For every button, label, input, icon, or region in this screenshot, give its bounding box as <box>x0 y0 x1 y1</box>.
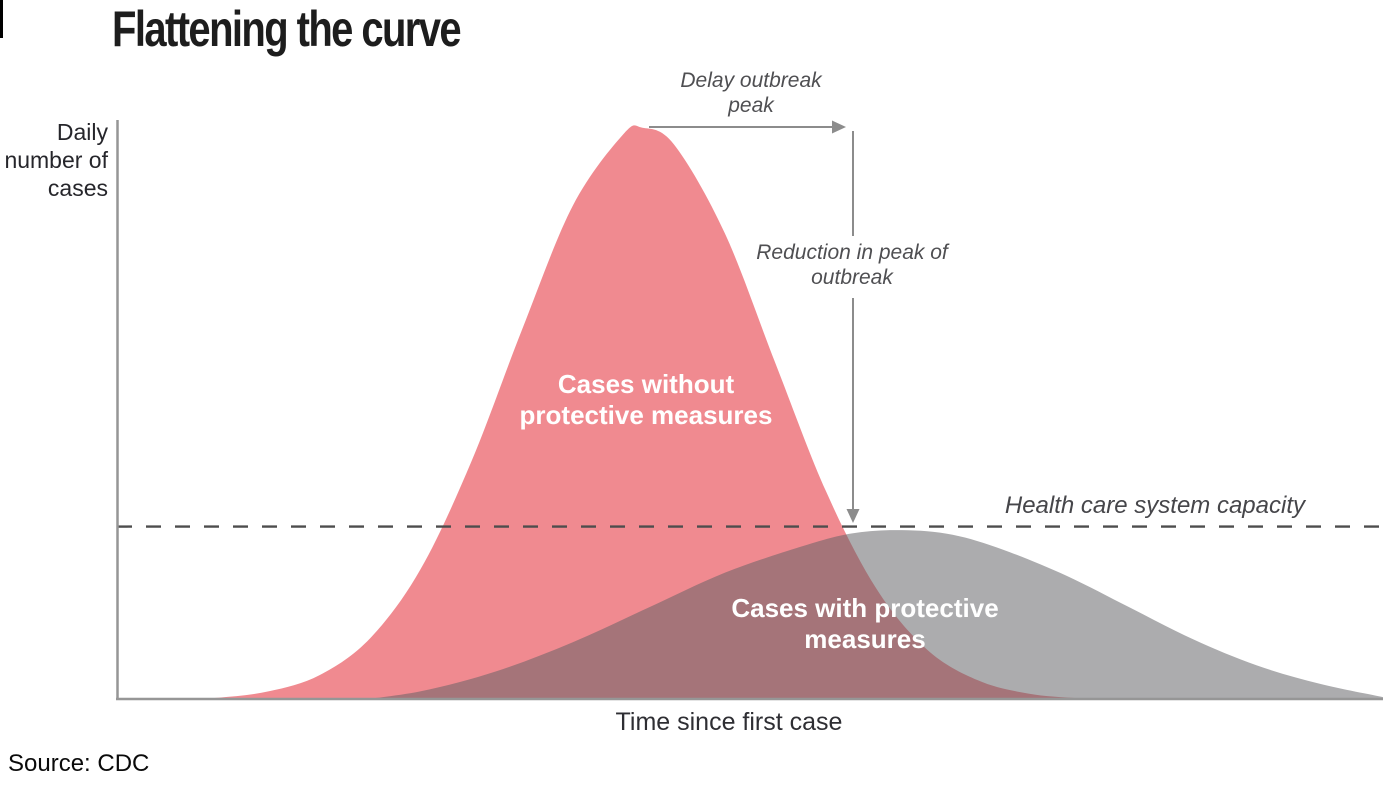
annotation-reduction-in-peak: Reduction in peak of outbreak <box>756 241 948 289</box>
reduction-peak-arrow <box>846 131 860 523</box>
x-axis-label: Time since first case <box>615 708 843 736</box>
label-cases-with-measures: Cases with protective measures <box>731 593 999 654</box>
area-cases-without-measures <box>117 125 1130 701</box>
delay-peak-arrow <box>649 120 846 134</box>
source-credit: Source: CDC <box>8 750 150 777</box>
y-axis-label: Daily number of cases <box>4 119 108 201</box>
arrowhead-down-icon <box>846 509 860 523</box>
edge-artifact <box>0 0 3 38</box>
area-cases-with-measures <box>357 530 1383 700</box>
label-cases-without-measures: Cases without protective measures <box>519 369 773 430</box>
chart-title: Flattening the curve <box>112 1 462 57</box>
arrowhead-right-icon <box>832 120 846 134</box>
annotation-health-care-capacity: Health care system capacity <box>1004 492 1305 519</box>
annotation-delay-outbreak-peak: Delay outbreak peak <box>680 69 822 117</box>
